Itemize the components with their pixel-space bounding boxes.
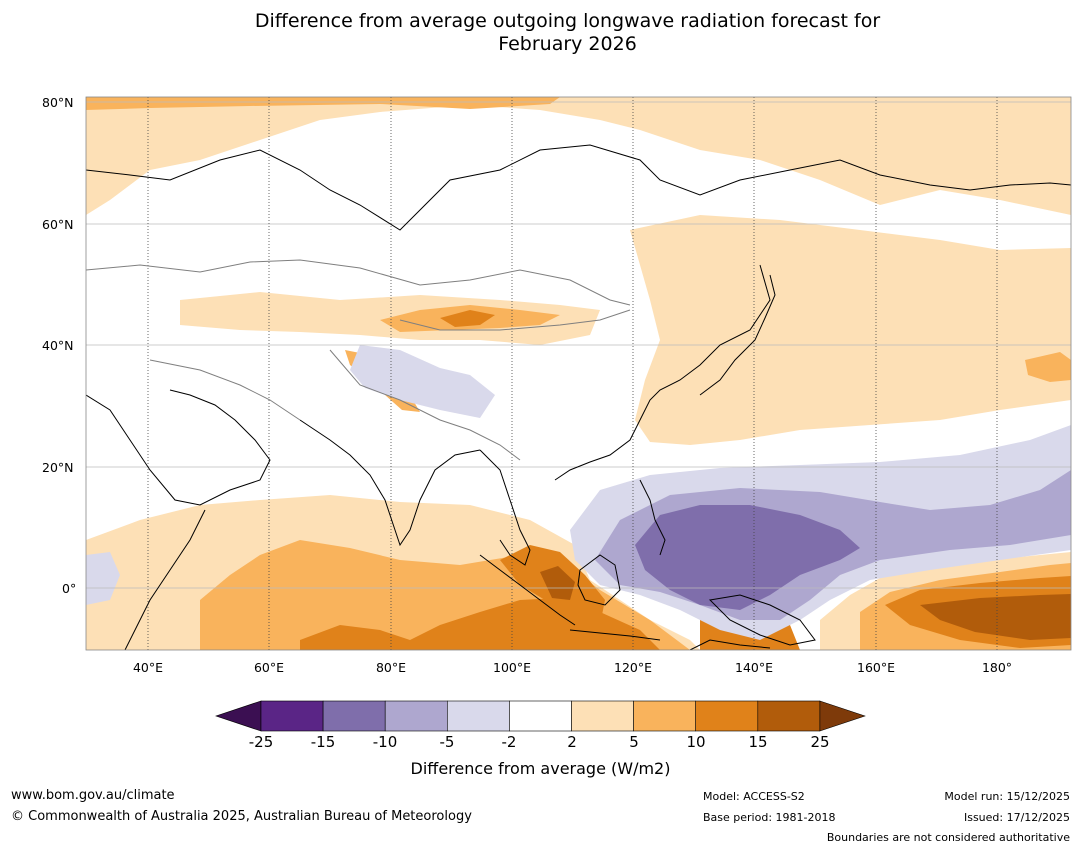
colorbar-tick: -25 (248, 733, 274, 751)
lat-label-equator: 0° (62, 581, 77, 596)
colorbar-segment (322, 700, 386, 732)
colorbar-segment (571, 700, 634, 732)
anomaly-arctic-2to5 (86, 97, 1071, 215)
lat-label-60n: 60°N (42, 217, 74, 232)
lon-gridlines (147, 97, 998, 650)
coast-arctic (86, 144, 1071, 231)
border-russia-central-asia (86, 259, 631, 306)
disclaimer-text: Boundaries are not considered authoritat… (826, 831, 1070, 844)
coast-arabia-africa (86, 389, 271, 506)
colorbar-segment (509, 700, 572, 732)
coast-east-asia (554, 264, 771, 481)
colorbar-tick: 15 (748, 733, 768, 751)
model-run-text: Model run: 15/12/2025 (944, 790, 1070, 803)
coast-indian-subcontinent (299, 419, 481, 547)
lon-label-60e: 60°E (253, 660, 285, 675)
anomaly-west-pacific-minus10to15 (635, 505, 860, 610)
borders (86, 259, 631, 461)
colorbar-segment (446, 700, 510, 732)
coast-southeast-asia (479, 449, 531, 566)
colorbar-tick: -2 (501, 733, 517, 751)
coast-borneo (577, 554, 621, 606)
coast-philippines (639, 479, 666, 556)
anomaly-nw-pacific-2to5 (630, 215, 1071, 445)
anomaly-mongolia-10to15 (440, 310, 495, 327)
anomaly-tibet-minus2to5 (350, 345, 495, 418)
anomaly-field (86, 97, 1071, 650)
colorbar-extend-high (819, 700, 866, 732)
lon-label-100e: 100°E (492, 660, 532, 675)
coast-sumatra (479, 554, 576, 626)
anomaly-japan-5to10 (1025, 352, 1071, 382)
colorbar-tick: 10 (686, 733, 706, 751)
colorbar-segment (260, 700, 324, 732)
coast-east-africa (124, 509, 206, 650)
coast-java (569, 629, 661, 641)
lat-label-80n: 80°N (42, 95, 74, 110)
base-period-text: Base period: 1981-2018 (703, 811, 836, 824)
colorbar-extend-low (215, 700, 262, 732)
anomaly-java-15to25 (540, 566, 575, 600)
border-china-mongolia (399, 309, 631, 331)
colorbar-segment (757, 700, 821, 732)
colorbar-tick: -15 (310, 733, 336, 751)
coast-new-guinea (708, 594, 816, 646)
lon-label-160e: 160°E (856, 660, 896, 675)
lat-gridlines (86, 101, 1071, 589)
lon-label-40e: 40°E (132, 660, 164, 675)
anomaly-arctic-5to10 (86, 97, 560, 110)
lat-label-20n: 20°N (42, 460, 74, 475)
issued-text: Issued: 17/12/2025 (963, 811, 1070, 824)
colorbar (215, 700, 866, 732)
colorbar-segment (695, 700, 759, 732)
model-text: Model: ACCESS-S2 (703, 790, 805, 803)
map-title: Difference from average outgoing longwav… (0, 10, 1081, 56)
colorbar-tick: 25 (810, 733, 830, 751)
lon-label-120e: 120°E (613, 660, 653, 675)
anomaly-bay-bengal-minus2to5 (86, 552, 120, 605)
copyright-text: © Commonwealth of Australia 2025, Austra… (11, 809, 472, 824)
colorbar-label: Difference from average (W/m2) (410, 759, 671, 778)
anomaly-south-pacific-15to25 (920, 594, 1071, 640)
coast-australia-north (689, 639, 771, 650)
colorbar-tick: 2 (567, 733, 577, 751)
colorbar-segment (633, 700, 696, 732)
border-middle-east (149, 359, 301, 421)
colorbar-segment (384, 700, 448, 732)
website-link[interactable]: www.bom.gov.au/climate (11, 788, 175, 803)
coastlines (86, 144, 1071, 650)
colorbar-tick: 5 (629, 733, 639, 751)
colorbar-tick: -10 (372, 733, 398, 751)
colorbar-tick: -5 (439, 733, 455, 751)
lon-label-80e: 80°E (375, 660, 407, 675)
lon-label-140e: 140°E (734, 660, 774, 675)
title-line-1: Difference from average outgoing longwav… (254, 10, 881, 32)
border-china-south (329, 349, 521, 461)
title-line-2: February 2026 (498, 33, 637, 55)
lat-label-40n: 40°N (42, 338, 74, 353)
coast-japan (699, 274, 776, 396)
map-frame (85, 96, 1072, 651)
lon-label-180: 180° (981, 660, 1013, 675)
